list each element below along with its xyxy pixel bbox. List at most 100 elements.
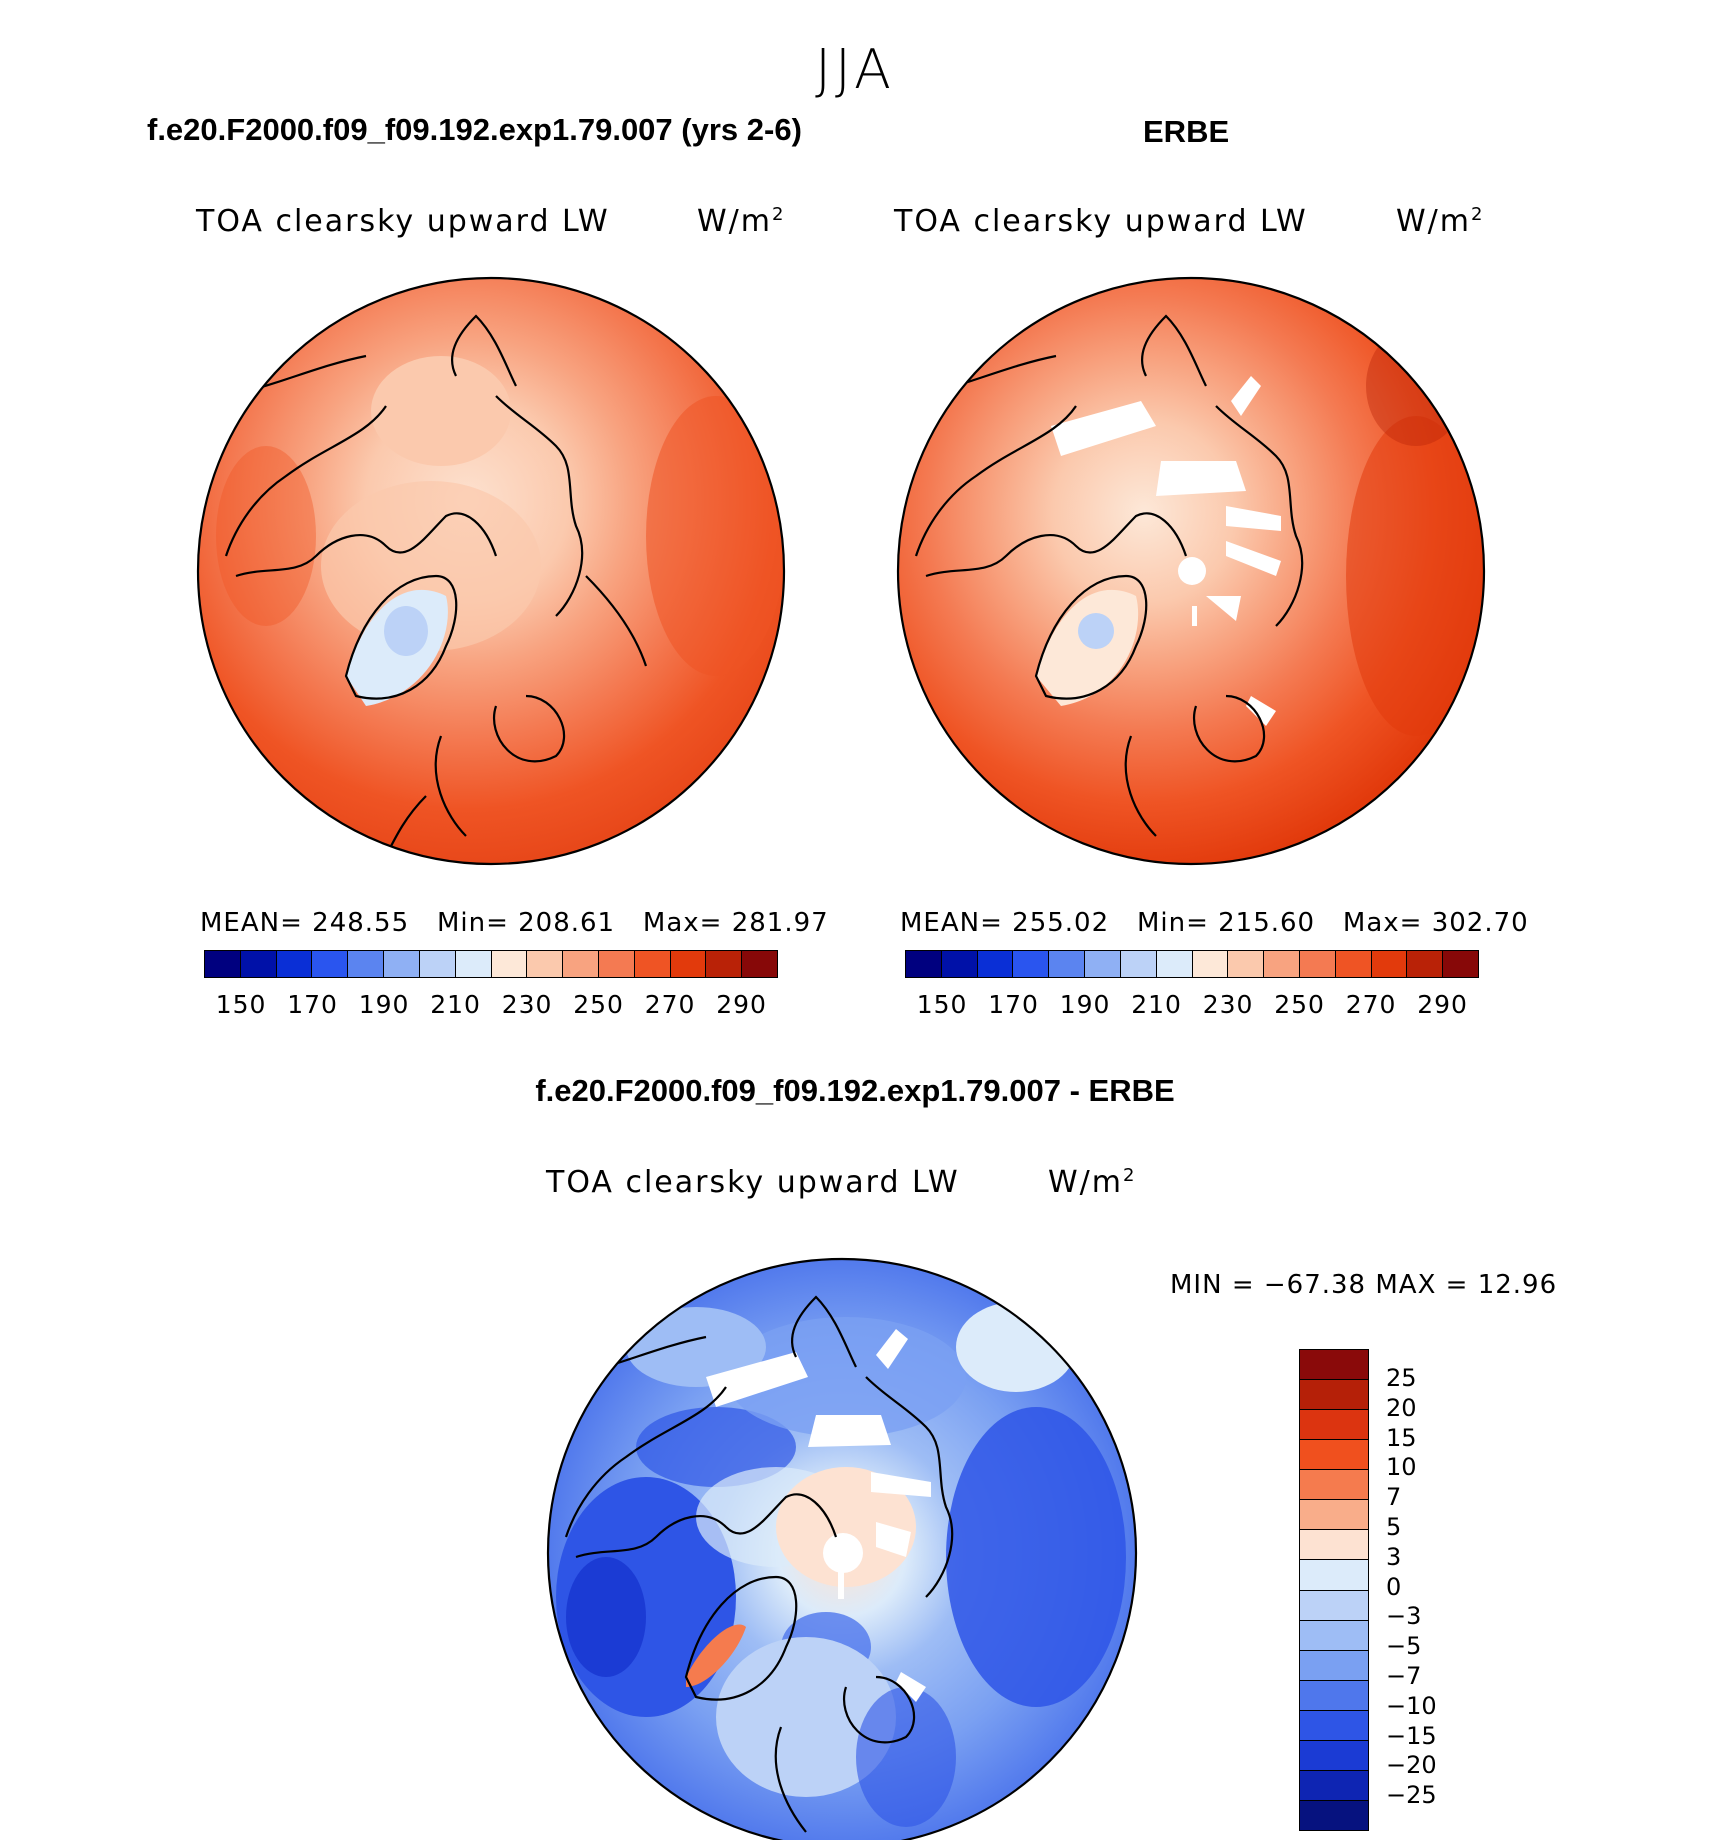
colorbar-swatch <box>906 951 942 977</box>
colorbar-swatch <box>1300 1500 1368 1531</box>
colorbar-swatch <box>941 951 978 977</box>
colorbar-tick-label: 250 <box>573 990 624 1019</box>
colorbar-tick-label: 5 <box>1386 1512 1402 1541</box>
obs-variable-label: TOA clearsky upward LW <box>894 204 1308 239</box>
colorbar-tick-label: 0 <box>1386 1572 1402 1601</box>
season-title: JJA <box>815 38 895 101</box>
colorbar-tick-label: 230 <box>1202 990 1254 1019</box>
colorbar-tick-label: 10 <box>1386 1453 1417 1482</box>
colorbar-tick-label: 290 <box>1417 990 1468 1019</box>
colorbar-swatch <box>977 951 1014 977</box>
colorbar-swatch <box>1371 951 1408 977</box>
colorbar-tick-label: −10 <box>1386 1691 1437 1720</box>
difference-field-patches <box>556 1302 1126 1827</box>
colorbar-tick-label: −3 <box>1386 1602 1422 1631</box>
colorbar-tick-label: 250 <box>1274 990 1325 1019</box>
colorbar-swatch <box>455 951 492 977</box>
colorbar-tick-label: −15 <box>1386 1721 1437 1750</box>
colorbar-swatch <box>240 951 277 977</box>
model-stats: MEAN= 248.55 Min= 208.61 Max= 281.97 <box>200 908 829 938</box>
colorbar-swatch <box>1300 1680 1368 1711</box>
colorbar-tick-label: 15 <box>1386 1423 1417 1452</box>
model-case-title: f.e20.F2000.f09_f09.192.exp1.79.007 (yrs… <box>147 112 802 147</box>
colorbar-swatch <box>312 951 349 977</box>
colorbar-swatch <box>1300 1650 1368 1681</box>
difference-polar-map <box>546 1257 1138 1840</box>
obs-polar-map <box>896 276 1486 866</box>
colorbar-tick-label: −5 <box>1386 1632 1422 1661</box>
colorbar-swatch <box>1228 951 1265 977</box>
colorbar-swatch <box>419 951 456 977</box>
colorbar-swatch <box>1300 1530 1368 1561</box>
colorbar-swatch <box>1300 1770 1368 1801</box>
colorbar-swatch <box>1049 951 1086 977</box>
difference-missing-data-wedges <box>706 1329 931 1702</box>
colorbar-swatch <box>491 951 528 977</box>
colorbar-swatch <box>1443 951 1478 977</box>
difference-coastlines <box>564 1295 1123 1833</box>
colorbar-tick-label: 210 <box>430 990 481 1019</box>
colorbar-swatch <box>1192 951 1229 977</box>
colorbar-tick-label: 20 <box>1386 1393 1417 1422</box>
colorbar-tick-label: −20 <box>1386 1751 1437 1780</box>
colorbar-tick-label: 190 <box>1059 990 1111 1019</box>
difference-colorbar <box>1299 1349 1369 1831</box>
colorbar-swatch <box>1300 1590 1368 1621</box>
colorbar-swatch <box>1300 1710 1368 1741</box>
difference-case-title: f.e20.F2000.f09_f09.192.exp1.79.007 - ER… <box>535 1073 1175 1108</box>
colorbar-swatch <box>1300 1800 1368 1830</box>
model-variable-label: TOA clearsky upward LW <box>196 204 610 239</box>
model-units-label: W/m2 <box>697 204 786 239</box>
colorbar-swatch <box>1300 1350 1368 1381</box>
colorbar-swatch <box>1300 1560 1368 1591</box>
colorbar-swatch <box>1300 1620 1368 1651</box>
colorbar-swatch <box>205 951 241 977</box>
obs-missing-data-wedges <box>1051 376 1281 726</box>
colorbar-swatch <box>563 951 599 977</box>
colorbar-swatch <box>527 951 564 977</box>
model-colorbar-ticks: 150 170 190 210 230 250 270 290 <box>204 990 776 1020</box>
colorbar-swatch <box>670 951 707 977</box>
colorbar-swatch <box>1300 1440 1368 1471</box>
difference-variable-label: TOA clearsky upward LW <box>546 1165 960 1200</box>
difference-colorbar-labels: 25 20 15 10 7 5 3 0 −3 −5 −7 −10 −15 −20 −25 <box>1386 1364 1466 1811</box>
colorbar-tick-label: 230 <box>501 990 553 1019</box>
colorbar-tick-label: −7 <box>1386 1661 1422 1690</box>
colorbar-tick-label: 170 <box>287 990 338 1019</box>
colorbar-swatch <box>1264 951 1300 977</box>
colorbar-swatch <box>634 951 671 977</box>
colorbar-tick-label: 150 <box>215 990 267 1019</box>
colorbar-swatch <box>598 951 635 977</box>
difference-units-label: W/m2 <box>1048 1165 1137 1200</box>
colorbar-swatch <box>384 951 420 977</box>
colorbar-swatch <box>1299 951 1336 977</box>
colorbar-swatch <box>1120 951 1157 977</box>
colorbar-tick-label: 290 <box>716 990 767 1019</box>
difference-min-max: MIN = −67.38 MAX = 12.96 <box>1170 1270 1558 1300</box>
colorbar-tick-label: 170 <box>988 990 1039 1019</box>
colorbar-swatch <box>706 951 743 977</box>
colorbar-tick-label: 3 <box>1386 1542 1402 1571</box>
colorbar-swatch <box>1300 1470 1368 1501</box>
obs-colorbar <box>905 950 1479 978</box>
obs-stats: MEAN= 255.02 Min= 215.60 Max= 302.70 <box>900 908 1529 938</box>
colorbar-swatch <box>742 951 777 977</box>
colorbar-swatch <box>1300 1740 1368 1771</box>
colorbar-tick-label: 25 <box>1386 1364 1417 1392</box>
colorbar-swatch <box>1300 1410 1368 1441</box>
model-polar-map <box>196 276 786 866</box>
colorbar-tick-label: 190 <box>358 990 410 1019</box>
obs-units-label: W/m2 <box>1396 204 1485 239</box>
colorbar-tick-label: 150 <box>916 990 968 1019</box>
colorbar-swatch <box>348 951 385 977</box>
obs-case-title: ERBE <box>1143 114 1230 149</box>
colorbar-swatch <box>1407 951 1444 977</box>
colorbar-tick-label: 270 <box>644 990 696 1019</box>
colorbar-swatch <box>1300 1380 1368 1411</box>
colorbar-swatch <box>1013 951 1050 977</box>
colorbar-tick-label: 270 <box>1345 990 1397 1019</box>
colorbar-swatch <box>1335 951 1372 977</box>
colorbar-swatch <box>276 951 313 977</box>
model-colorbar <box>204 950 778 978</box>
colorbar-swatch <box>1156 951 1193 977</box>
